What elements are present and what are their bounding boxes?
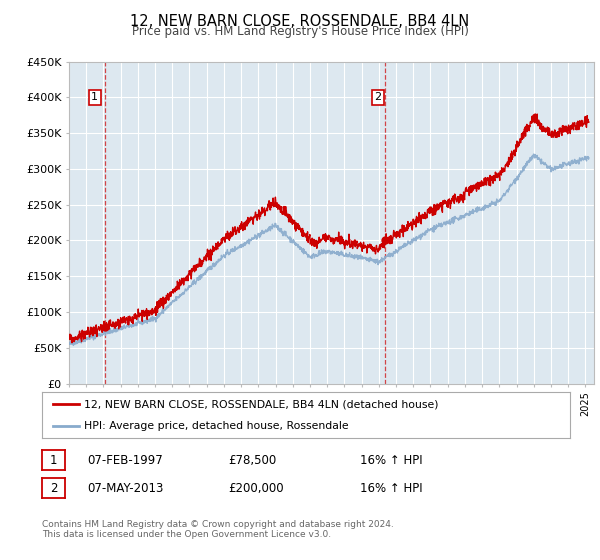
Text: £78,500: £78,500 bbox=[228, 454, 276, 467]
Text: HPI: Average price, detached house, Rossendale: HPI: Average price, detached house, Ross… bbox=[84, 422, 349, 431]
Text: 16% ↑ HPI: 16% ↑ HPI bbox=[360, 482, 422, 495]
Text: 12, NEW BARN CLOSE, ROSSENDALE, BB4 4LN: 12, NEW BARN CLOSE, ROSSENDALE, BB4 4LN bbox=[130, 14, 470, 29]
Text: 07-MAY-2013: 07-MAY-2013 bbox=[87, 482, 163, 495]
Text: 1: 1 bbox=[50, 454, 57, 467]
Text: 07-FEB-1997: 07-FEB-1997 bbox=[87, 454, 163, 467]
Text: 2: 2 bbox=[374, 92, 382, 102]
Text: 1: 1 bbox=[91, 92, 98, 102]
Text: £200,000: £200,000 bbox=[228, 482, 284, 495]
Text: Price paid vs. HM Land Registry's House Price Index (HPI): Price paid vs. HM Land Registry's House … bbox=[131, 25, 469, 39]
Text: Contains HM Land Registry data © Crown copyright and database right 2024.
This d: Contains HM Land Registry data © Crown c… bbox=[42, 520, 394, 539]
Text: 16% ↑ HPI: 16% ↑ HPI bbox=[360, 454, 422, 467]
Text: 12, NEW BARN CLOSE, ROSSENDALE, BB4 4LN (detached house): 12, NEW BARN CLOSE, ROSSENDALE, BB4 4LN … bbox=[84, 399, 439, 409]
Text: 2: 2 bbox=[50, 482, 57, 495]
